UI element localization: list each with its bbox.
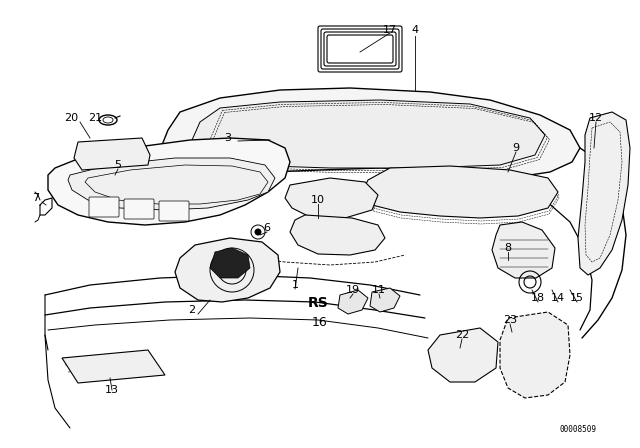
Polygon shape xyxy=(175,238,280,302)
Text: 8: 8 xyxy=(504,243,511,253)
Text: 12: 12 xyxy=(589,113,603,123)
Text: 11: 11 xyxy=(372,285,386,295)
Text: 22: 22 xyxy=(455,330,469,340)
Polygon shape xyxy=(370,288,400,312)
Text: 18: 18 xyxy=(531,293,545,303)
Circle shape xyxy=(255,229,261,235)
Polygon shape xyxy=(74,138,150,170)
Text: 19: 19 xyxy=(346,285,360,295)
FancyBboxPatch shape xyxy=(159,201,189,221)
FancyBboxPatch shape xyxy=(327,35,393,63)
Text: 9: 9 xyxy=(513,143,520,153)
Text: 4: 4 xyxy=(412,25,419,35)
Text: 21: 21 xyxy=(88,113,102,123)
Text: 20: 20 xyxy=(64,113,78,123)
Polygon shape xyxy=(48,138,290,225)
Polygon shape xyxy=(62,350,165,383)
Text: 10: 10 xyxy=(311,195,325,205)
Polygon shape xyxy=(492,222,555,278)
Text: 2: 2 xyxy=(188,305,196,315)
FancyBboxPatch shape xyxy=(318,26,402,72)
Polygon shape xyxy=(210,248,250,278)
Text: 16: 16 xyxy=(312,315,328,328)
Polygon shape xyxy=(428,328,498,382)
Polygon shape xyxy=(285,178,378,218)
Text: 17: 17 xyxy=(383,25,397,35)
Text: 14: 14 xyxy=(551,293,565,303)
Text: 15: 15 xyxy=(570,293,584,303)
Text: 5: 5 xyxy=(115,160,122,170)
Text: 13: 13 xyxy=(105,385,119,395)
FancyBboxPatch shape xyxy=(89,197,119,217)
Circle shape xyxy=(226,264,238,276)
Polygon shape xyxy=(362,166,558,218)
Polygon shape xyxy=(578,112,630,275)
FancyBboxPatch shape xyxy=(324,32,396,66)
FancyBboxPatch shape xyxy=(321,29,399,69)
Text: 6: 6 xyxy=(264,223,271,233)
Text: 1: 1 xyxy=(291,280,298,290)
Polygon shape xyxy=(68,158,275,210)
Text: 23: 23 xyxy=(503,315,517,325)
Polygon shape xyxy=(338,290,368,314)
Polygon shape xyxy=(500,312,570,398)
FancyBboxPatch shape xyxy=(124,199,154,219)
Text: RS: RS xyxy=(308,296,328,310)
Polygon shape xyxy=(162,88,580,178)
Text: 00008509: 00008509 xyxy=(559,425,596,434)
Polygon shape xyxy=(192,100,545,168)
Text: 3: 3 xyxy=(225,133,232,143)
Text: 7: 7 xyxy=(33,193,40,203)
Polygon shape xyxy=(290,215,385,255)
